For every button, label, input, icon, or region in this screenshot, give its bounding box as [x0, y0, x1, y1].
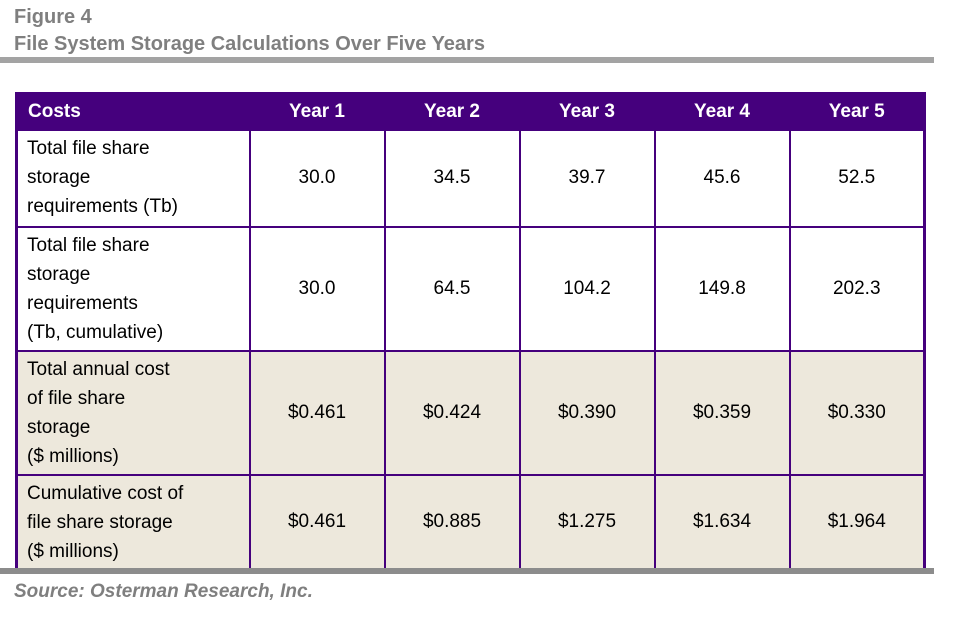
value-cell: $1.275 [518, 473, 656, 571]
value-cell: 104.2 [518, 225, 656, 352]
value-cell: 39.7 [518, 128, 656, 228]
value-cell: $0.390 [518, 349, 656, 476]
table-row-storage-requirements: Total file share storage requirements (T… [15, 128, 926, 228]
year2-header-cell: Year 2 [383, 92, 521, 131]
figure-title: File System Storage Calculations Over Fi… [14, 33, 485, 55]
value-cell: 202.3 [788, 225, 926, 352]
value-cell: $0.461 [248, 349, 386, 476]
value-cell: $1.634 [653, 473, 791, 571]
title-divider-rule [0, 57, 934, 63]
value-cell: $0.885 [383, 473, 521, 571]
footer-divider-rule [0, 568, 934, 574]
row-label-cell: Total annual cost of file share storage … [15, 349, 251, 476]
figure-label: Figure 4 [14, 6, 92, 28]
row-label-cell: Total file share storage requirements (T… [15, 128, 251, 228]
row-label-cell: Total file share storage requirements (T… [15, 225, 251, 352]
table-row-annual-cost: Total annual cost of file share storage … [15, 349, 926, 476]
value-cell: 64.5 [383, 225, 521, 352]
value-cell: 30.0 [248, 225, 386, 352]
storage-calculations-table: Costs Year 1 Year 2 Year 3 Year 4 Year 5… [15, 92, 926, 572]
value-cell: 45.6 [653, 128, 791, 228]
value-cell: 30.0 [248, 128, 386, 228]
value-cell: $1.964 [788, 473, 926, 571]
value-cell: 52.5 [788, 128, 926, 228]
table-row-storage-requirements-cumulative: Total file share storage requirements (T… [15, 225, 926, 352]
year4-header-cell: Year 4 [653, 92, 791, 131]
year5-header-cell: Year 5 [788, 92, 926, 131]
value-cell: 149.8 [653, 225, 791, 352]
value-cell: $0.330 [788, 349, 926, 476]
value-cell: $0.424 [383, 349, 521, 476]
value-cell: 34.5 [383, 128, 521, 228]
table-header-row: Costs Year 1 Year 2 Year 3 Year 4 Year 5 [15, 92, 926, 131]
costs-header-cell: Costs [15, 92, 251, 131]
year1-header-cell: Year 1 [248, 92, 386, 131]
source-text: Source: Osterman Research, Inc. [14, 581, 313, 602]
row-label-cell: Cumulative cost of file share storage ($… [15, 473, 251, 571]
table-row-cumulative-cost: Cumulative cost of file share storage ($… [15, 473, 926, 571]
year3-header-cell: Year 3 [518, 92, 656, 131]
figure-caption: Figure 4 File System Storage Calculation… [14, 4, 485, 58]
value-cell: $0.461 [248, 473, 386, 571]
value-cell: $0.359 [653, 349, 791, 476]
